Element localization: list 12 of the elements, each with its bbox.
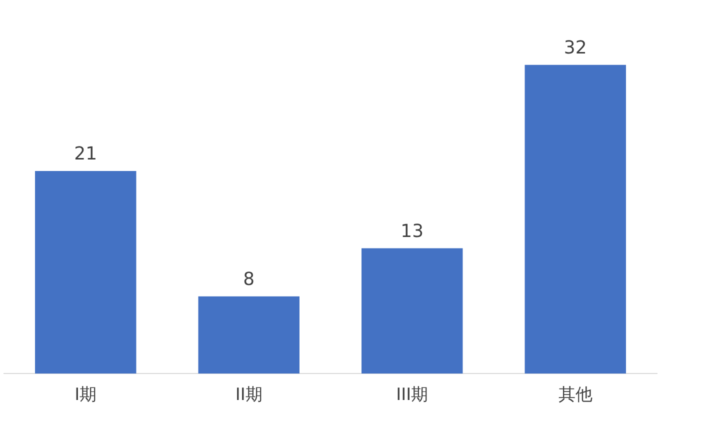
- bar: [198, 296, 300, 374]
- bar: [362, 248, 463, 374]
- x-tick-label: II期: [235, 385, 262, 406]
- data-label: 8: [243, 269, 255, 290]
- x-tick-label: III期: [396, 385, 428, 406]
- x-tick-label: 其他: [558, 385, 592, 406]
- bar: [524, 64, 626, 374]
- bar: [35, 171, 136, 374]
- data-label: 21: [74, 144, 98, 165]
- data-label: 32: [564, 38, 587, 59]
- x-tick-label: I期: [74, 385, 97, 406]
- data-label: 13: [400, 220, 424, 242]
